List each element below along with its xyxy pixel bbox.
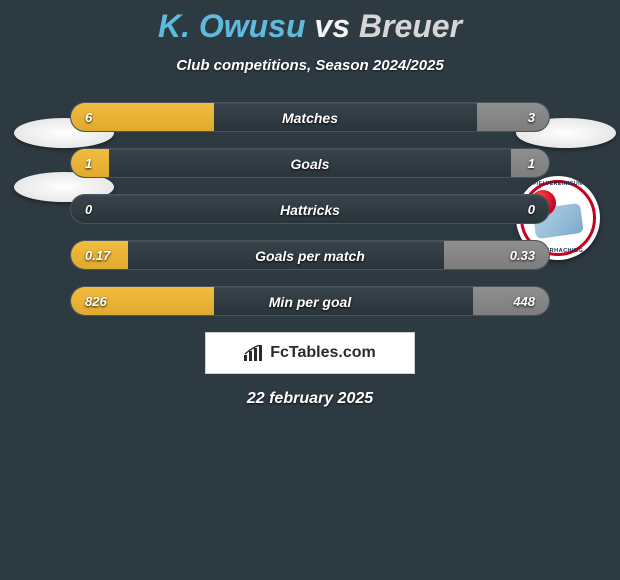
vs-separator: vs [314, 8, 350, 44]
fctables-watermark: FcTables.com [205, 332, 415, 374]
player2-name: Breuer [359, 8, 462, 44]
stat-row: 826448Min per goal [70, 286, 550, 316]
comparison-date: 22 february 2025 [0, 390, 620, 408]
stat-label: Matches [71, 103, 549, 133]
stat-row: 0.170.33Goals per match [70, 240, 550, 270]
player1-name: K. Owusu [158, 8, 306, 44]
stat-label: Hattricks [71, 195, 549, 225]
stat-row: 00Hattricks [70, 194, 550, 224]
stat-row: 11Goals [70, 148, 550, 178]
comparison-title: K. Owusu vs Breuer [0, 0, 620, 45]
stats-container: 63Matches 11Goals 00Hattricks 0.170.33Goals… [70, 102, 550, 316]
stat-row: 63Matches [70, 102, 550, 132]
stat-label: Min per goal [71, 287, 549, 317]
stat-label: Goals per match [71, 241, 549, 271]
stat-label: Goals [71, 149, 549, 179]
subtitle: Club competitions, Season 2024/2025 [0, 57, 620, 74]
bar-chart-icon [244, 345, 264, 361]
watermark-text: FcTables.com [270, 344, 376, 362]
